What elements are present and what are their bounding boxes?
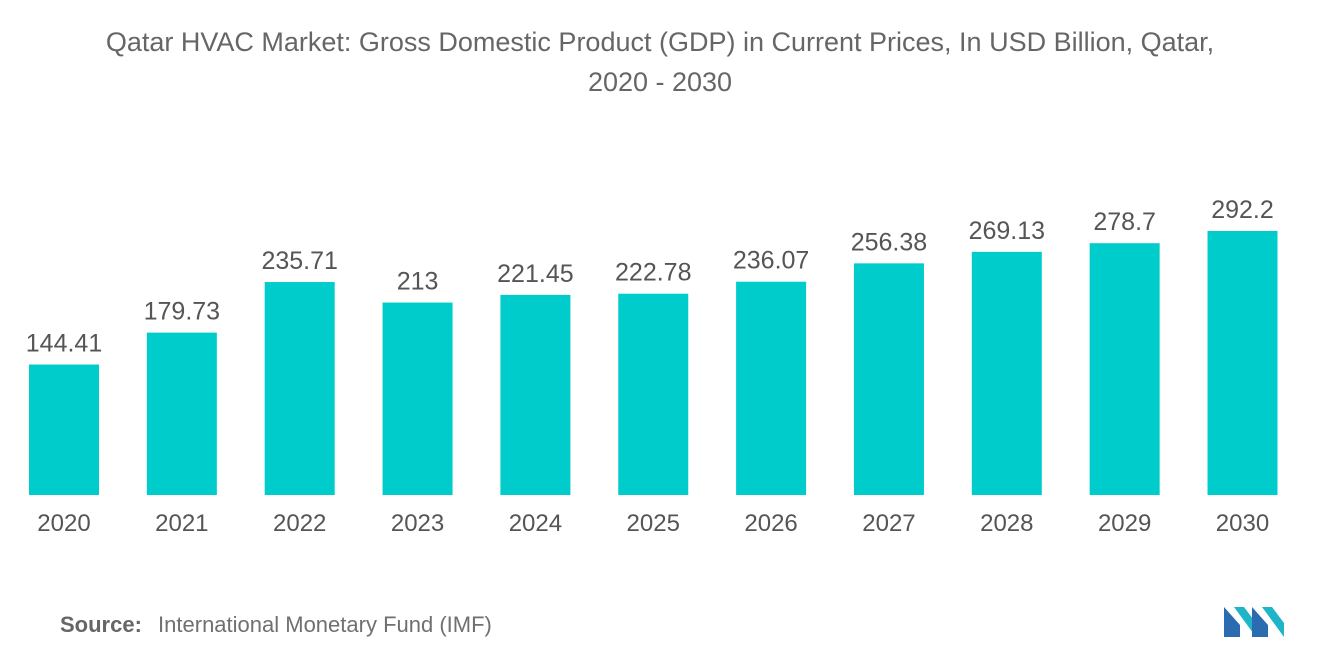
source-text: International Monetary Fund (IMF) [158, 612, 492, 637]
value-label-2028: 269.13 [969, 217, 1045, 245]
x-tick-2027: 2027 [862, 510, 915, 537]
value-label-2020: 144.41 [26, 330, 102, 358]
value-label-2022: 235.71 [261, 247, 337, 275]
bar-2025 [618, 293, 689, 495]
bar-2022 [264, 282, 335, 495]
chart-title: Qatar HVAC Market: Gross Domestic Produc… [0, 22, 1320, 102]
source-note: Source: International Monetary Fund (IMF… [60, 612, 492, 638]
x-tick-2024: 2024 [509, 510, 562, 537]
x-tick-2026: 2026 [744, 510, 797, 537]
bar-chart: 144.41 2020 179.73 2021 235.71 2022 213 2023 221… [26, 196, 1278, 537]
x-tick-2025: 2025 [627, 510, 680, 537]
x-tick-2029: 2029 [1098, 510, 1151, 537]
bar-2023 [382, 302, 453, 495]
x-tick-2022: 2022 [273, 510, 326, 537]
value-label-2024: 221.45 [497, 260, 573, 288]
mordor-logo-icon [1224, 607, 1284, 637]
value-label-2029: 278.7 [1093, 208, 1156, 236]
x-tick-2023: 2023 [391, 510, 444, 537]
bar-2028 [971, 251, 1042, 495]
value-label-2027: 256.38 [851, 228, 927, 256]
value-label-2026: 236.07 [733, 247, 809, 275]
bar-2020 [29, 364, 99, 495]
x-tick-2021: 2021 [155, 510, 208, 537]
value-label-2025: 222.78 [615, 259, 691, 287]
bar-2026 [736, 281, 807, 495]
x-tick-2020: 2020 [37, 510, 90, 537]
bar-2021 [146, 332, 217, 495]
x-tick-2028: 2028 [980, 510, 1033, 537]
source-label: Source: [60, 612, 142, 637]
x-tick-2030: 2030 [1216, 510, 1269, 537]
bar-2024 [500, 294, 571, 495]
value-label-2021: 179.73 [144, 298, 220, 326]
chart-title-line-1: Qatar HVAC Market: Gross Domestic Produc… [105, 27, 1215, 57]
value-label-2030: 292.2 [1211, 196, 1274, 224]
chart-title-line-2: 2020 - 2030 [587, 67, 733, 97]
bar-2030 [1207, 231, 1278, 495]
bar-2029 [1089, 243, 1160, 495]
bar-2027 [853, 263, 924, 495]
value-label-2023: 213 [397, 268, 439, 296]
